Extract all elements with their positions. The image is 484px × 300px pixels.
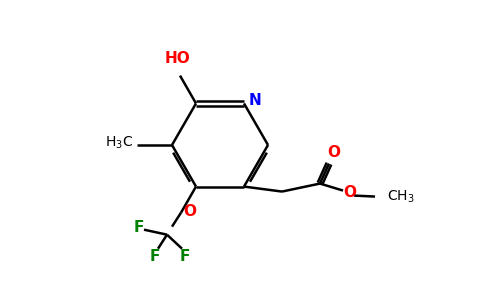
Text: N: N [249, 93, 262, 108]
Text: F: F [180, 249, 190, 264]
Text: H$_3$C: H$_3$C [105, 135, 133, 151]
Text: F: F [134, 220, 144, 235]
Text: HO: HO [165, 51, 191, 66]
Text: O: O [344, 185, 357, 200]
Text: F: F [150, 249, 160, 264]
Text: CH$_3$: CH$_3$ [387, 188, 415, 205]
Text: O: O [328, 145, 341, 160]
Text: O: O [183, 204, 196, 219]
